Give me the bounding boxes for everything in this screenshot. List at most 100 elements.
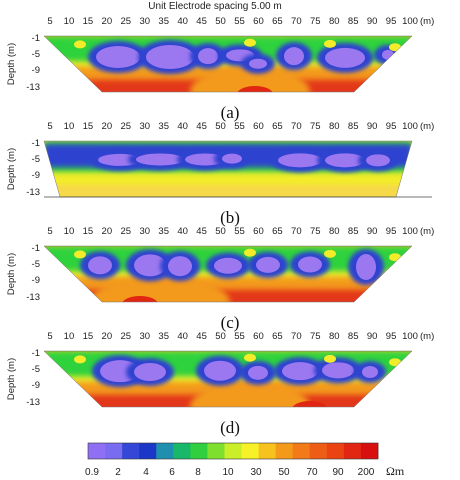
colorbar-tick-label: 4 <box>143 467 149 478</box>
x-tick-label: 90 <box>367 121 378 132</box>
x-axis-unit: (m) <box>420 16 434 27</box>
colorbar-tick-label: 30 <box>250 467 262 478</box>
panels-layer: 5 10 15 20 25 30 35 40 45 50 55 60 65 70 75 80 85 90 95 100… <box>6 16 434 437</box>
x-tick-label: 50 <box>215 226 226 237</box>
x-tick-label: 5 <box>47 331 52 342</box>
panel-caption: (d) <box>220 418 240 437</box>
resistivity-section <box>44 351 412 407</box>
y-axis-label: Depth (m) <box>6 43 17 85</box>
x-tick-label: 25 <box>121 121 132 132</box>
x-tick-label: 50 <box>215 331 226 342</box>
x-tick-label: 65 <box>272 226 283 237</box>
x-axis-unit: (m) <box>420 121 434 132</box>
colorbar-swatch <box>156 443 174 459</box>
y-tick-label: -5 <box>32 259 40 270</box>
colorbar-tick-label: 0.9 <box>85 467 99 478</box>
y-axis-label: Depth (m) <box>6 358 17 400</box>
x-tick-label: 75 <box>310 16 321 27</box>
colorbar-tick-label: 50 <box>278 467 290 478</box>
x-tick-label: 10 <box>64 226 75 237</box>
x-tick-label: 30 <box>139 331 150 342</box>
y-tick-label: -13 <box>26 82 40 93</box>
y-tick-label: -13 <box>26 187 40 198</box>
x-tick-label: 20 <box>102 226 113 237</box>
x-tick-label: 35 <box>158 226 169 237</box>
colorbar-tick-label: 70 <box>306 467 318 478</box>
colorbar-swatch <box>343 443 362 459</box>
x-tick-label: 85 <box>348 16 359 27</box>
x-tick-label: 25 <box>121 331 132 342</box>
y-tick-label: -1 <box>32 138 40 149</box>
x-tick-label: 50 <box>215 16 226 27</box>
colorbar-unit: Ωm <box>386 464 405 478</box>
section-panel: 5 10 15 20 25 30 35 40 45 50 55 60 65 70 75 80 85 90 95 100… <box>6 331 434 437</box>
colorbar-tick-label: 200 <box>358 467 375 478</box>
y-axis-label: Depth (m) <box>6 253 17 295</box>
colorbar-tick-label: 90 <box>332 467 344 478</box>
y-tick-label: -5 <box>32 49 40 60</box>
y-axis-label: Depth (m) <box>6 148 17 190</box>
figure-title: Unit Electrode spacing 5.00 m <box>148 1 281 12</box>
x-tick-label: 15 <box>83 226 94 237</box>
x-tick-label: 5 <box>47 16 52 27</box>
x-axis-unit: (m) <box>420 331 434 342</box>
y-tick-label: -1 <box>32 33 40 44</box>
y-tick-label: -1 <box>32 243 40 254</box>
x-tick-label: 85 <box>348 331 359 342</box>
panel-caption: (a) <box>221 103 240 122</box>
x-tick-label: 20 <box>102 16 113 27</box>
x-tick-label: 100 <box>402 121 418 132</box>
section-panel: 5 10 15 20 25 30 35 40 45 50 55 60 65 70 75 80 85 90 95 100… <box>6 16 434 122</box>
x-tick-label: 80 <box>329 16 340 27</box>
colorbar-swatch <box>105 443 123 459</box>
section-panel: 5 10 15 20 25 30 35 40 45 50 55 60 65 70 75 80 85 90 95 100… <box>6 121 434 227</box>
x-tick-label: 60 <box>253 121 264 132</box>
x-tick-label: 15 <box>83 16 94 27</box>
colorbar-swatch <box>173 443 191 459</box>
x-tick-label: 10 <box>64 331 75 342</box>
colorbar-swatch <box>241 443 259 459</box>
x-tick-label: 95 <box>386 16 397 27</box>
x-tick-label: 95 <box>386 331 397 342</box>
colorbar-swatch <box>122 443 140 459</box>
x-tick-label: 10 <box>64 121 75 132</box>
colorbar-tick-label: 6 <box>169 467 175 478</box>
x-tick-label: 55 <box>234 16 245 27</box>
panel-caption: (b) <box>220 208 240 227</box>
x-tick-label: 65 <box>272 121 283 132</box>
x-tick-label: 45 <box>196 226 207 237</box>
x-tick-label: 60 <box>253 331 264 342</box>
x-tick-label: 80 <box>329 331 340 342</box>
colorbar-swatch <box>88 443 106 459</box>
colorbar-swatch <box>275 443 294 459</box>
x-tick-label: 90 <box>367 226 378 237</box>
x-tick-label: 85 <box>348 226 359 237</box>
x-tick-label: 60 <box>253 16 264 27</box>
colorbar-swatch <box>207 443 225 459</box>
x-tick-label: 90 <box>367 331 378 342</box>
x-tick-label: 45 <box>196 331 207 342</box>
x-tick-label: 40 <box>177 121 188 132</box>
x-tick-label: 65 <box>272 331 283 342</box>
x-tick-label: 85 <box>348 121 359 132</box>
colorbar-swatch <box>292 443 311 459</box>
y-tick-label: -9 <box>32 275 40 286</box>
colorbar-swatch <box>326 443 345 459</box>
x-tick-label: 75 <box>310 121 321 132</box>
x-tick-label: 70 <box>291 226 302 237</box>
x-tick-label: 5 <box>47 121 52 132</box>
x-tick-label: 95 <box>386 121 397 132</box>
colorbar-swatch <box>190 443 208 459</box>
x-tick-label: 100 <box>402 16 418 27</box>
x-tick-label: 75 <box>310 331 321 342</box>
colorbar-swatch <box>139 443 157 459</box>
x-tick-label: 35 <box>158 121 169 132</box>
x-tick-label: 10 <box>64 16 75 27</box>
colorbar-swatch <box>309 443 328 459</box>
x-tick-label: 100 <box>402 331 418 342</box>
x-tick-label: 60 <box>253 226 264 237</box>
panel-caption: (c) <box>221 313 240 332</box>
x-tick-label: 90 <box>367 16 378 27</box>
y-tick-label: -5 <box>32 364 40 375</box>
